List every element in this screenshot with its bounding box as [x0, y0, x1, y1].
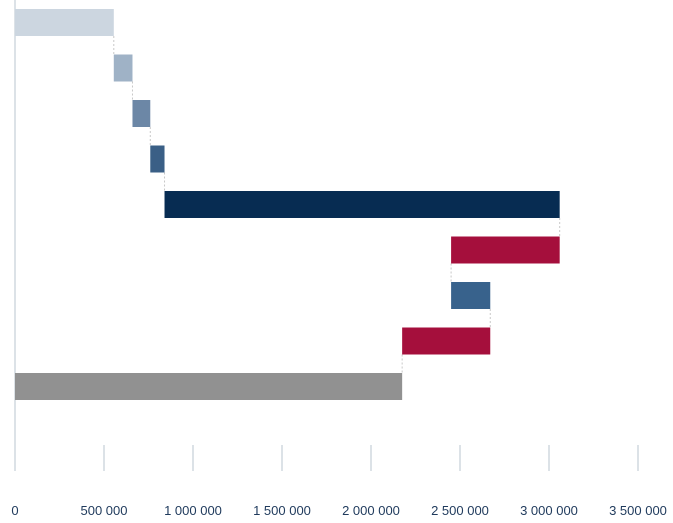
x-tick-label-1: 500 000 [81, 503, 128, 518]
bar-5 [164, 191, 560, 218]
bar-2 [113, 54, 133, 82]
bar-6 [451, 236, 560, 264]
x-tick-label-4: 2 000 000 [342, 503, 400, 518]
x-tick-label-5: 2 500 000 [431, 503, 489, 518]
bars [15, 9, 560, 400]
x-tick-label-0: 0 [11, 503, 18, 518]
bar-4 [150, 145, 165, 173]
x-tick-label-6: 3 000 000 [520, 503, 578, 518]
x-tick-label-7: 3 500 000 [609, 503, 667, 518]
bar-9 [15, 373, 403, 400]
bar-1 [15, 9, 114, 36]
bar-3 [132, 100, 151, 127]
x-axis-ticks [103, 445, 639, 471]
bar-8 [402, 327, 491, 355]
connector-lines [113, 36, 561, 373]
x-tick-label-3: 1 500 000 [253, 503, 311, 518]
bar-7 [451, 282, 491, 309]
x-tick-label-2: 1 000 000 [164, 503, 222, 518]
x-axis-tick-labels: 0 500 000 1 000 000 1 500 000 2 000 000 2 500… [11, 503, 667, 518]
